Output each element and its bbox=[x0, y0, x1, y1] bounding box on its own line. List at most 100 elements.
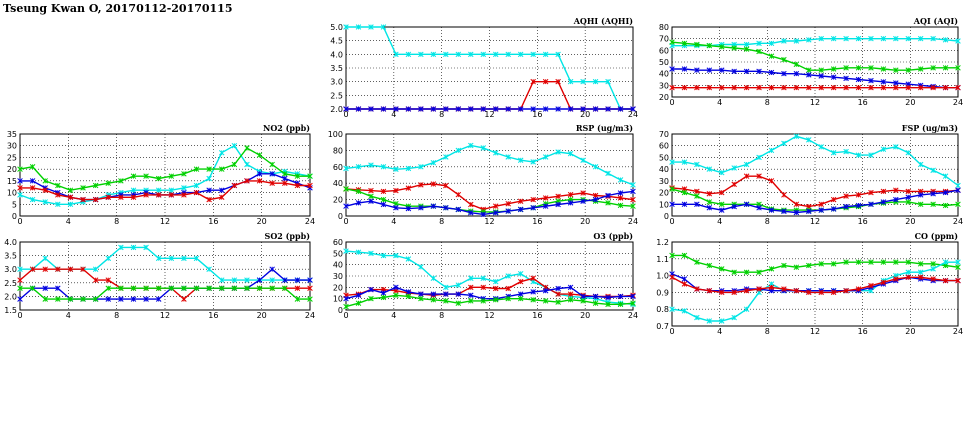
data-point bbox=[505, 273, 511, 279]
y-tick-label: 40 bbox=[333, 261, 343, 270]
data-point bbox=[955, 65, 961, 71]
data-point bbox=[917, 66, 924, 72]
data-point bbox=[294, 277, 301, 283]
data-point bbox=[269, 266, 275, 272]
y-tick-label: 30 bbox=[7, 142, 17, 151]
data-point bbox=[29, 285, 36, 291]
data-point bbox=[355, 106, 362, 112]
data-point bbox=[155, 187, 162, 193]
x-tick-label: 20 bbox=[257, 311, 267, 320]
data-point bbox=[756, 173, 762, 179]
plot-frame bbox=[671, 133, 959, 217]
y-tick-label: 0 bbox=[12, 212, 17, 221]
data-point bbox=[630, 293, 636, 300]
data-point bbox=[418, 51, 424, 58]
data-point bbox=[855, 202, 862, 209]
data-point bbox=[168, 173, 175, 179]
data-point bbox=[143, 244, 149, 251]
data-point bbox=[468, 209, 474, 216]
data-point bbox=[731, 269, 737, 275]
data-point bbox=[505, 51, 511, 58]
data-point bbox=[718, 266, 725, 272]
data-point bbox=[818, 67, 824, 73]
data-point bbox=[930, 201, 936, 208]
y-tick-label: 40 bbox=[659, 165, 669, 174]
data-point bbox=[580, 190, 586, 196]
data-point bbox=[706, 42, 713, 49]
data-point bbox=[17, 178, 23, 184]
data-point bbox=[418, 205, 424, 211]
data-point bbox=[143, 173, 149, 179]
data-point bbox=[617, 190, 624, 196]
data-point bbox=[80, 296, 86, 302]
data-point bbox=[55, 285, 61, 291]
data-point bbox=[955, 38, 961, 44]
data-point bbox=[669, 84, 675, 91]
data-point bbox=[393, 166, 399, 173]
data-point bbox=[830, 35, 837, 42]
data-point bbox=[480, 51, 487, 58]
x-tick-label: 8 bbox=[765, 217, 770, 226]
data-point bbox=[492, 51, 499, 58]
data-point bbox=[92, 182, 99, 189]
x-tick-label: 0 bbox=[343, 311, 348, 320]
data-point bbox=[67, 194, 74, 201]
data-point bbox=[706, 190, 713, 197]
y-tick-label: 80 bbox=[659, 23, 669, 32]
data-point bbox=[269, 171, 275, 177]
data-point bbox=[155, 192, 162, 198]
data-point bbox=[269, 277, 275, 283]
y-tick-label: 3.5 bbox=[4, 252, 17, 261]
data-point bbox=[430, 51, 437, 58]
data-point bbox=[694, 286, 700, 292]
x-tick-label: 4 bbox=[66, 311, 71, 320]
data-point bbox=[307, 182, 313, 189]
series-line bbox=[671, 276, 958, 294]
data-point bbox=[781, 70, 787, 77]
data-point bbox=[694, 41, 700, 48]
data-point bbox=[630, 203, 636, 209]
y-tick-label: 60 bbox=[333, 163, 343, 172]
data-point bbox=[806, 67, 812, 73]
data-point bbox=[843, 193, 849, 199]
x-tick-label: 4 bbox=[717, 327, 722, 336]
data-point bbox=[880, 84, 887, 91]
data-point bbox=[418, 182, 424, 188]
data-point bbox=[42, 199, 48, 205]
data-point bbox=[905, 188, 912, 195]
data-point bbox=[505, 295, 511, 302]
data-point bbox=[206, 175, 212, 182]
data-point bbox=[718, 169, 725, 176]
data-point bbox=[630, 106, 636, 112]
data-point bbox=[256, 277, 263, 283]
data-point bbox=[155, 285, 162, 291]
data-point bbox=[768, 53, 775, 59]
chart-panel: 0 4 8 12 16 20 24 0.7 0.8 0.9 1.0 1.1 1.2 CO (ppm) bbox=[656, 231, 963, 336]
series-line bbox=[672, 135, 959, 187]
data-point bbox=[418, 295, 424, 302]
data-point bbox=[843, 75, 849, 82]
data-point bbox=[29, 164, 36, 170]
y-tick-label: 0.7 bbox=[656, 322, 669, 331]
y-tick-label: 100 bbox=[328, 130, 343, 139]
data-point bbox=[567, 297, 574, 303]
data-point bbox=[355, 300, 362, 306]
data-point bbox=[130, 173, 137, 179]
data-point bbox=[768, 178, 775, 184]
data-point bbox=[393, 205, 399, 211]
data-point bbox=[731, 68, 737, 75]
data-point bbox=[592, 192, 599, 199]
data-point bbox=[893, 144, 899, 150]
y-tick-label: 60 bbox=[333, 238, 343, 247]
data-point bbox=[580, 298, 586, 304]
data-point bbox=[718, 201, 725, 208]
data-point bbox=[307, 285, 313, 291]
data-point bbox=[42, 187, 48, 193]
data-point bbox=[380, 290, 387, 296]
data-point bbox=[718, 207, 725, 213]
data-point bbox=[669, 159, 675, 165]
data-point bbox=[542, 287, 549, 294]
x-tick-label: 20 bbox=[580, 311, 590, 320]
data-point bbox=[368, 106, 374, 112]
data-point bbox=[307, 277, 313, 283]
